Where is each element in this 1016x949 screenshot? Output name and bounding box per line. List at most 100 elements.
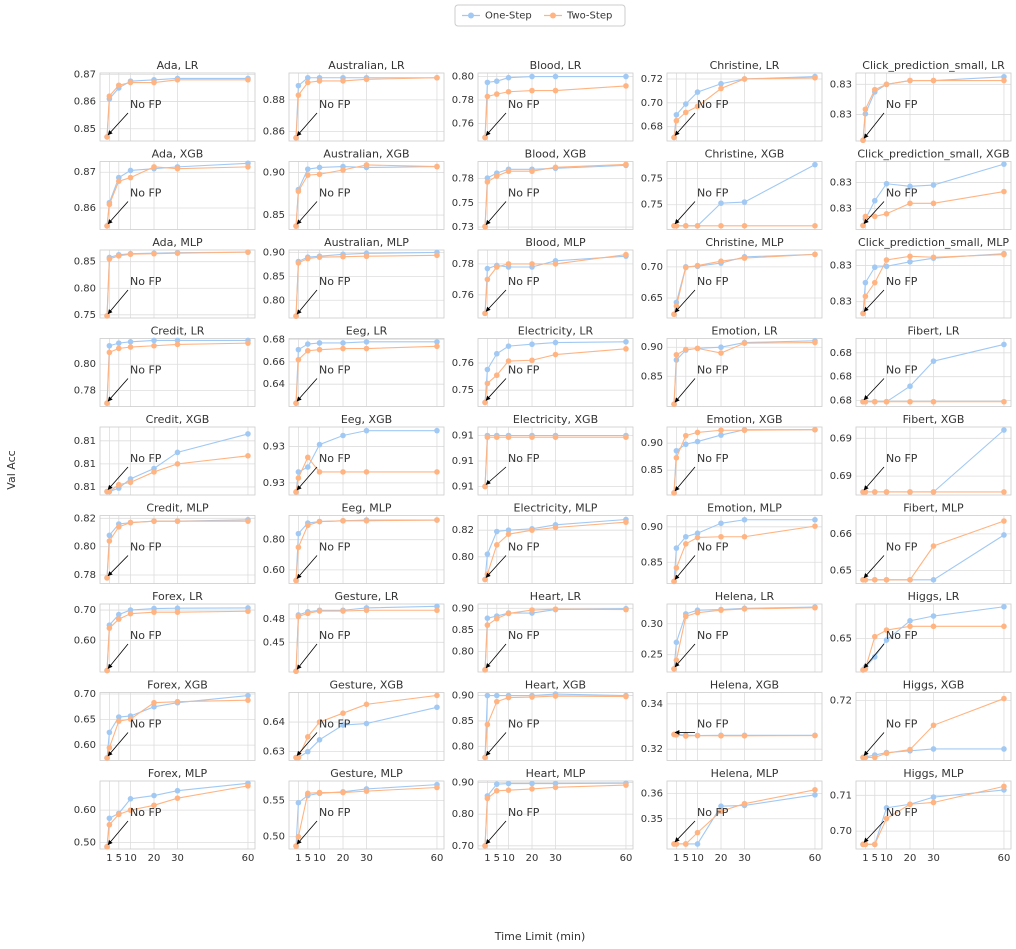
data-point [127,807,134,813]
subplot-title: Gesture, XGB [330,679,404,692]
data-point [174,341,181,348]
data-point [484,380,491,387]
subplot-title: Forex, MLP [148,767,208,780]
data-point [930,623,937,630]
data-point [295,346,302,353]
annotation: No FP [319,187,351,200]
data-point [493,173,500,179]
data-point [718,432,724,438]
data-point [871,577,878,583]
data-point [883,398,890,405]
x-tick-label: 60 [809,853,822,864]
data-point [930,200,937,207]
data-point [493,692,500,699]
data-point [718,85,724,92]
annotation-arrow [863,201,885,224]
data-point [907,383,913,390]
annotation-arrow [863,643,885,669]
annotation: No FP [508,806,540,819]
data-point [1001,427,1007,433]
x-axis-label: Time Limit (min) [494,930,586,943]
data-point [115,178,122,184]
data-point [694,345,701,352]
data-point [1001,746,1007,752]
data-point [812,339,818,346]
data-point [434,603,440,610]
data-point [174,787,181,794]
plot-frame [288,780,445,850]
plot-frame [666,603,823,673]
data-point [493,434,500,441]
data-point [907,253,913,260]
y-tick-label: 0.55 [263,796,285,807]
y-tick-label: 0.60 [74,805,96,816]
data-point [363,76,370,83]
y-tick-label: 0.90 [641,438,663,449]
data-point [529,694,535,700]
data-point [907,77,913,84]
data-point [883,81,890,88]
data-point [930,182,937,188]
data-point [860,222,866,229]
plot-frame [99,515,256,584]
subplot-title: Emotion, MLP [707,502,782,515]
data-point [505,88,512,95]
annotation: No FP [508,718,540,731]
data-point [115,611,122,618]
data-point [316,469,323,475]
data-point [930,577,937,583]
data-point [316,737,323,743]
x-tick-label: 10 [313,853,326,864]
data-point [127,344,134,350]
data-point [363,788,370,794]
data-point [293,668,299,675]
subplot-title: Christine, MLP [705,236,784,249]
data-point [1001,161,1007,167]
data-point [316,719,323,725]
subplot-title: Higgs, MLP [903,767,964,780]
data-point [1001,398,1007,405]
data-point [434,704,440,711]
data-point [106,488,113,495]
data-point [682,223,689,229]
y-tick-label: 0.75 [74,310,96,321]
y-tick-label: 0.66 [830,529,852,540]
data-point [316,789,323,796]
data-point [295,356,302,363]
data-point [860,137,866,144]
y-tick-label: 0.60 [74,740,96,751]
data-point [930,358,937,364]
data-point [174,518,181,524]
data-point [1001,532,1007,538]
y-tick-label: 0.83 [830,297,852,308]
data-point [871,86,878,93]
data-point [529,87,535,94]
subplot-title: Australian, XGB [323,148,409,161]
x-tick-label: 20 [148,853,161,864]
y-tick-label: 0.80 [452,72,474,83]
annotation-arrow [863,112,885,139]
data-point [316,164,323,171]
data-point [871,213,878,220]
x-tick-label: 30 [738,853,751,864]
data-point [304,748,311,755]
x-tick-label: 10 [691,853,704,864]
data-point [340,517,346,524]
data-point [930,77,937,84]
annotation-arrow [107,732,129,757]
y-tick-label: 0.86 [74,203,96,214]
data-point [174,795,181,801]
data-point [340,167,346,173]
annotation: No FP [319,364,351,377]
data-point [484,721,491,728]
y-tick-label: 0.64 [263,717,285,728]
data-point [484,276,491,283]
annotation-arrow [674,378,696,403]
annotation: No FP [508,187,540,200]
plot-frame [666,338,823,407]
data-point [812,251,818,258]
data-point [482,483,488,490]
data-point [505,261,512,267]
y-tick-label: 0.75 [641,200,663,211]
data-point [552,524,559,531]
